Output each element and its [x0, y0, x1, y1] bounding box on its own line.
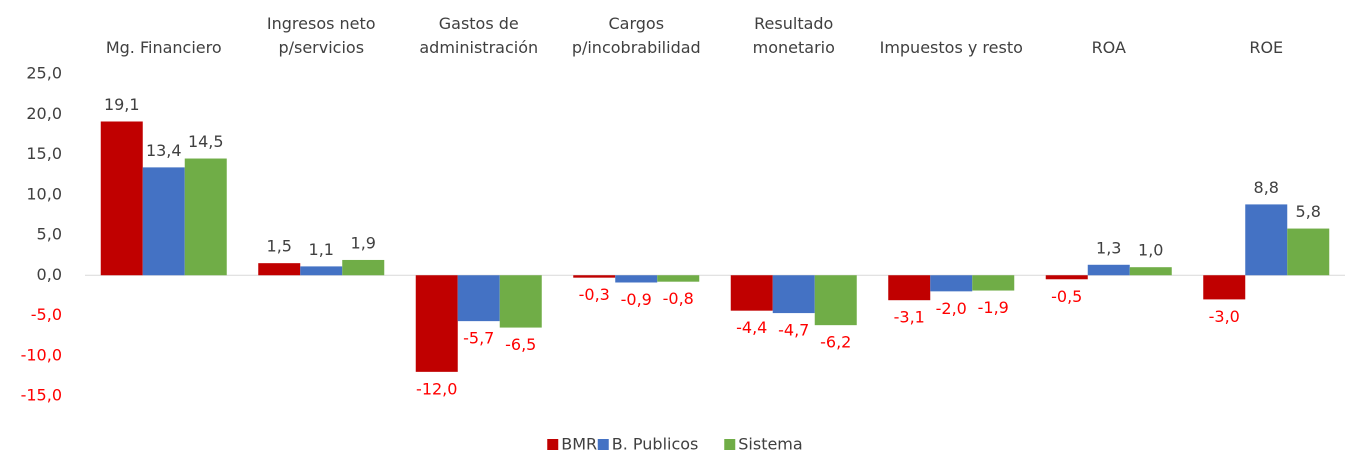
value-label: -6,2 [820, 333, 851, 352]
value-label: -1,9 [978, 298, 1009, 317]
bar [814, 275, 857, 326]
value-label: -5,7 [463, 329, 494, 348]
bar [457, 275, 500, 322]
bar [657, 275, 700, 282]
value-label: 1,5 [267, 237, 292, 256]
bar [615, 275, 658, 283]
bar [972, 275, 1015, 291]
value-label: 1,1 [309, 240, 334, 259]
value-label: -2,0 [936, 299, 967, 318]
value-label: -0,3 [579, 285, 610, 304]
category-label: Resultado monetario [752, 14, 835, 57]
y-tick-label: 15,0 [26, 144, 62, 163]
value-label: -0,9 [621, 290, 652, 309]
bar [772, 275, 815, 314]
value-label: -12,0 [416, 379, 457, 398]
category-label: Ingresos neto p/servicios [266, 14, 376, 57]
bar [1087, 264, 1130, 276]
bar [730, 275, 773, 311]
category-label: ROA [1091, 38, 1126, 57]
legend-swatch [724, 439, 736, 450]
value-label: -3,1 [894, 308, 925, 327]
value-label: 1,9 [351, 233, 376, 252]
y-tick-label: 0,0 [37, 265, 62, 284]
bar [342, 259, 385, 276]
bar [1245, 204, 1288, 276]
y-tick-label: 5,0 [37, 225, 62, 244]
bar [888, 275, 931, 301]
bar [300, 266, 343, 276]
category-label: Gastos de administración [419, 14, 539, 57]
bar [1129, 267, 1172, 276]
value-label: -0,8 [663, 289, 694, 308]
y-tick-label: -5,0 [31, 305, 62, 324]
bar [573, 275, 616, 278]
value-label: 14,5 [188, 132, 224, 151]
category-label: Mg. Financiero [105, 38, 222, 57]
category-label: Impuestos y resto [879, 38, 1023, 57]
bar [1287, 228, 1330, 276]
bar [930, 275, 973, 292]
bar [100, 121, 143, 276]
bar [1203, 275, 1246, 300]
legend-label: Sistema [738, 435, 802, 454]
legend-label: B. Publicos [612, 435, 699, 454]
value-label: -6,5 [505, 335, 536, 354]
legend-swatch [597, 439, 609, 450]
value-label: 13,4 [146, 141, 182, 160]
bar [499, 275, 542, 328]
value-label: -4,4 [736, 318, 767, 337]
value-label: 8,8 [1254, 178, 1279, 197]
bar [142, 167, 185, 276]
y-tick-label: -10,0 [21, 345, 62, 364]
bar [415, 275, 458, 372]
value-label: 1,3 [1096, 238, 1121, 257]
value-label: 1,0 [1138, 241, 1163, 260]
bar [184, 158, 227, 276]
bar [258, 263, 301, 276]
y-tick-label: 25,0 [26, 64, 62, 83]
bar [1045, 275, 1088, 280]
value-label: -3,0 [1209, 307, 1240, 326]
value-label: 19,1 [104, 95, 140, 114]
y-tick-label: 10,0 [26, 184, 62, 203]
legend-swatch [547, 439, 559, 450]
legend-label: BMR [561, 435, 597, 454]
value-label: -0,5 [1051, 287, 1082, 306]
y-tick-label: -15,0 [21, 386, 62, 405]
y-tick-label: 20,0 [26, 104, 62, 123]
value-label: -4,7 [778, 321, 809, 340]
category-label: Cargos p/incobrabilidad [571, 14, 701, 57]
category-label: ROE [1249, 38, 1284, 57]
value-label: 5,8 [1296, 202, 1321, 221]
